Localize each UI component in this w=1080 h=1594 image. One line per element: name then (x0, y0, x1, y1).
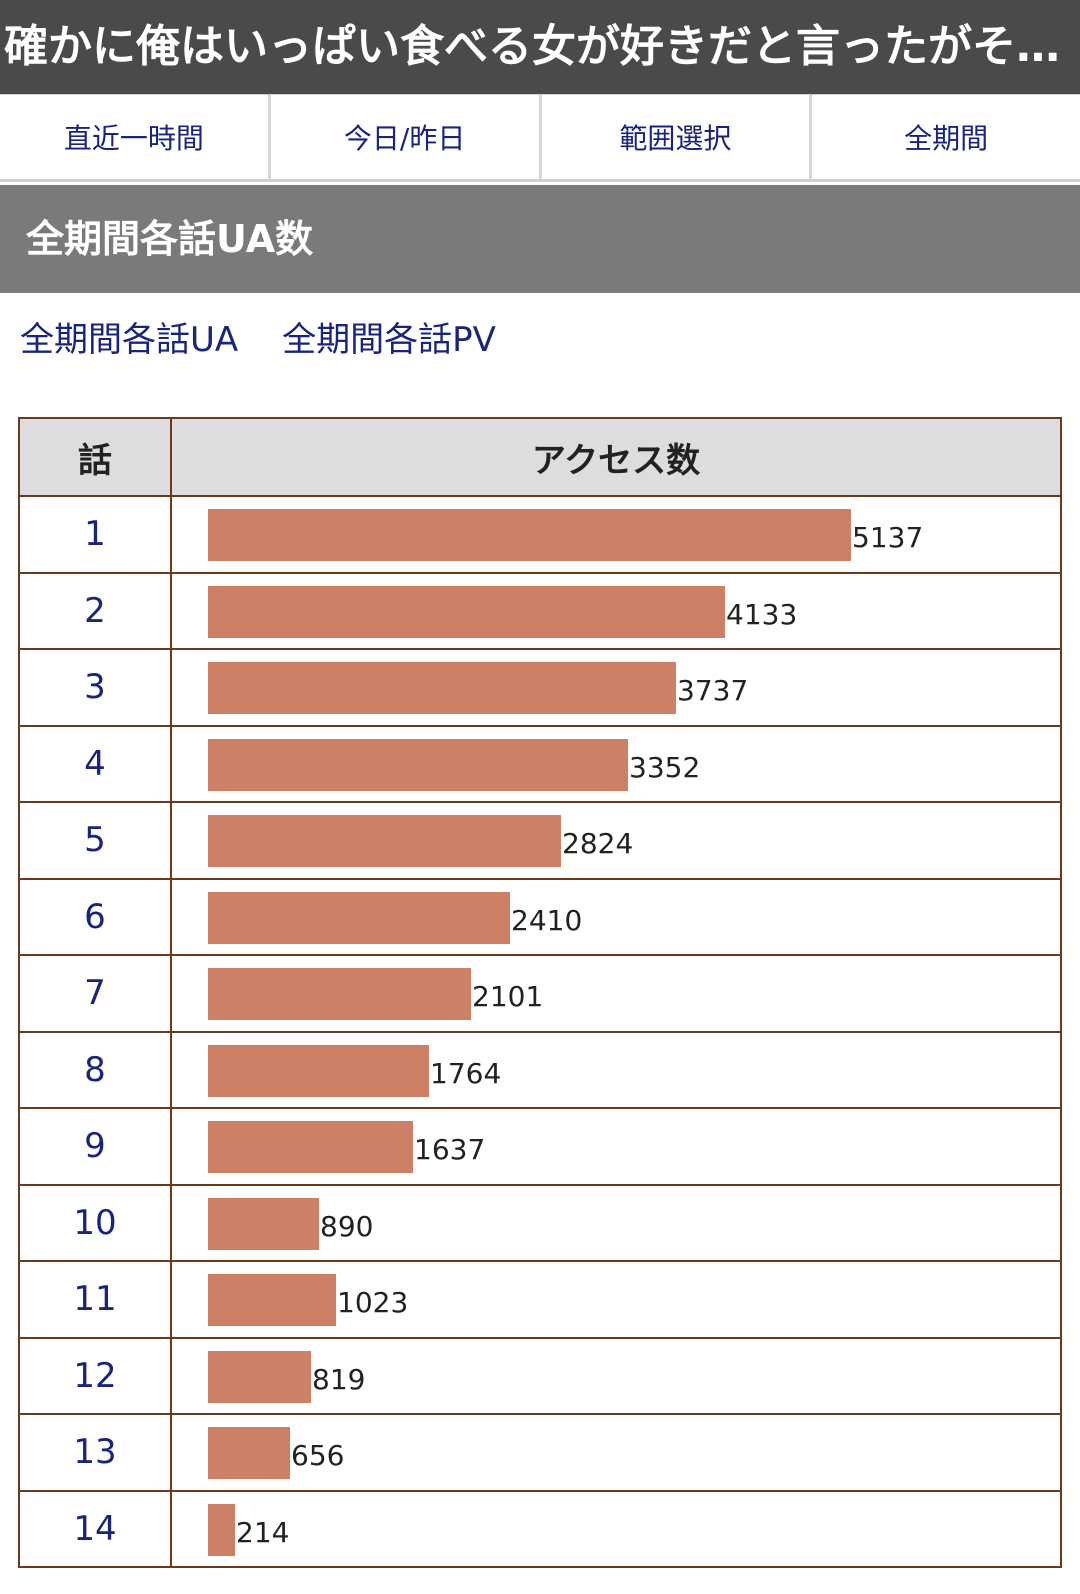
episode-number[interactable]: 5 (20, 803, 172, 878)
access-bar (208, 1121, 413, 1173)
access-bar-cell: 1764 (172, 1033, 1060, 1108)
access-value-label: 1023 (337, 1286, 409, 1319)
view-links: 全期間各話UA 全期間各話PV (20, 312, 496, 372)
link-all-time-ua[interactable]: 全期間各話UA (20, 320, 239, 360)
table-row: 11 1023 (20, 1260, 1060, 1337)
access-bar (208, 815, 561, 867)
episode-number[interactable]: 14 (20, 1491, 172, 1566)
table-row: 9 1637 (20, 1107, 1060, 1184)
access-bar-cell: 1637 (172, 1109, 1060, 1184)
episode-number[interactable]: 9 (20, 1109, 172, 1184)
access-value-label: 2410 (511, 903, 583, 937)
tab-today-yesterday[interactable]: 今日/昨日 (270, 95, 542, 179)
episode-number[interactable]: 10 (20, 1185, 172, 1260)
access-bar (208, 1274, 336, 1326)
access-bar (208, 1197, 319, 1250)
table-row: 1 5137 (20, 495, 1060, 572)
episode-number[interactable]: 4 (20, 726, 172, 801)
tab-last-hour[interactable]: 直近一時間 (0, 95, 271, 179)
tab-range-select[interactable]: 範囲選択 (541, 95, 813, 179)
access-value-label: 2101 (472, 980, 544, 1013)
access-bar (208, 585, 725, 638)
access-bar-cell: 2824 (172, 803, 1060, 878)
episode-number[interactable]: 8 (20, 1032, 172, 1107)
table-row: 2 4133 (20, 571, 1060, 649)
access-bar (208, 1350, 311, 1403)
access-bar-cell: 656 (172, 1415, 1060, 1490)
access-value-label: 890 (320, 1209, 374, 1243)
access-bar (208, 1503, 235, 1556)
access-bar-cell: 2101 (172, 956, 1060, 1031)
episode-number[interactable]: 2 (20, 573, 172, 648)
table-row: 14 214 (20, 1489, 1060, 1567)
access-value-label: 3737 (677, 674, 749, 707)
access-value-label: 1764 (430, 1056, 502, 1090)
access-bar-cell: 3352 (172, 727, 1060, 802)
header-episode: 話 (20, 419, 172, 495)
access-bar-cell: 819 (172, 1339, 1060, 1414)
access-value-label: 2824 (562, 827, 634, 860)
table-row: 6 2410 (20, 877, 1060, 955)
access-bar-cell: 3737 (172, 650, 1060, 725)
access-value-label: 5137 (852, 521, 924, 554)
table-row: 10 890 (20, 1183, 1060, 1261)
table-header-row: 話 アクセス数 (20, 419, 1060, 495)
episode-number[interactable]: 13 (20, 1415, 172, 1490)
access-bar-cell: 4133 (172, 574, 1060, 649)
episode-number[interactable]: 7 (20, 956, 172, 1031)
table-row: 4 3352 (20, 724, 1060, 802)
table-row: 5 2824 (20, 801, 1060, 878)
table-row: 8 1764 (20, 1030, 1060, 1108)
access-bar (208, 968, 471, 1020)
table-row: 3 3737 (20, 648, 1060, 725)
access-value-label: 4133 (726, 597, 798, 631)
access-bar (208, 738, 628, 791)
access-bar (208, 509, 851, 561)
ua-table: 話 アクセス数 1 5137 2 4133 3 3737 4 3352 5 2824 6 2410 7 2… (18, 417, 1062, 1568)
access-bar (208, 662, 676, 714)
access-bar-cell: 890 (172, 1186, 1060, 1261)
access-value-label: 214 (236, 1515, 290, 1549)
episode-number[interactable]: 6 (20, 879, 172, 954)
access-value-label: 1637 (414, 1133, 486, 1166)
table-row: 12 819 (20, 1336, 1060, 1414)
access-bar (208, 1044, 429, 1097)
table-row: 13 656 (20, 1413, 1060, 1490)
access-value-label: 3352 (629, 750, 701, 784)
section-title: 全期間各話UA数 (0, 185, 1080, 293)
episode-number[interactable]: 12 (20, 1338, 172, 1413)
access-value-label: 656 (291, 1439, 345, 1472)
access-bar-cell: 2410 (172, 880, 1060, 955)
tab-all-time[interactable]: 全期間 (812, 95, 1080, 179)
access-bar-cell: 1023 (172, 1262, 1060, 1337)
page-title: 確かに俺はいっぱい食べる女が好きだと言ったがそ… (0, 0, 1080, 94)
period-tabs: 直近一時間 今日/昨日 範囲選択 全期間 (0, 94, 1080, 182)
access-bar-cell: 5137 (172, 497, 1060, 572)
table-row: 7 2101 (20, 954, 1060, 1031)
episode-number[interactable]: 3 (20, 650, 172, 725)
access-value-label: 819 (312, 1362, 366, 1396)
header-access-count: アクセス数 (531, 440, 701, 481)
access-bar (208, 1427, 290, 1479)
link-all-time-pv[interactable]: 全期間各話PV (282, 320, 496, 360)
access-bar-cell: 214 (172, 1492, 1060, 1567)
access-bar (208, 891, 510, 944)
episode-number[interactable]: 1 (20, 497, 172, 572)
episode-number[interactable]: 11 (20, 1262, 172, 1337)
